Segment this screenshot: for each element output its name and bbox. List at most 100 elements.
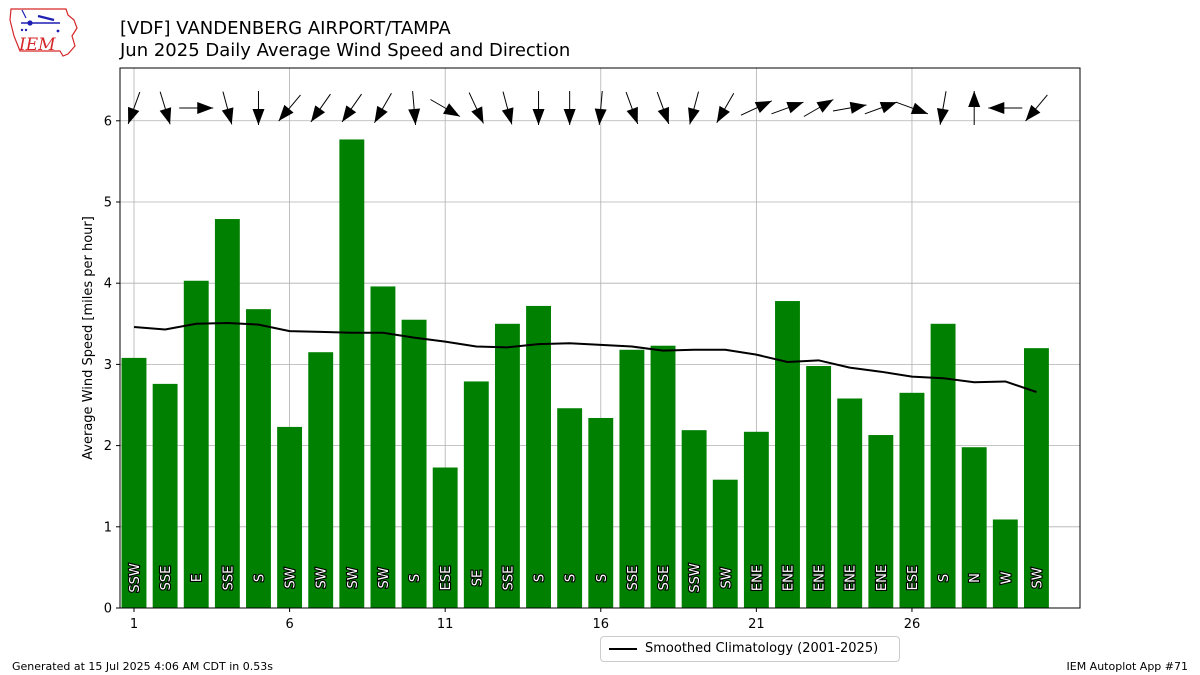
- speed-bar: [961, 447, 987, 608]
- wind-arrow: [936, 91, 949, 125]
- direction-label: SSE: [657, 566, 672, 591]
- wind-arrow: [221, 91, 234, 125]
- speed-bars: [121, 139, 1049, 608]
- speed-bar: [806, 366, 832, 608]
- direction-label: ESE: [906, 566, 921, 591]
- y-tick-label: 0: [104, 602, 112, 617]
- speed-bar: [401, 319, 427, 608]
- wind-arrow: [803, 99, 834, 117]
- direction-label: ENE: [875, 565, 890, 591]
- y-tick-label: 1: [104, 520, 112, 535]
- wind-arrow: [408, 91, 421, 125]
- wind-arrow: [832, 101, 867, 114]
- direction-label: SW: [284, 567, 299, 588]
- speed-bar: [681, 430, 707, 608]
- speed-bar: [277, 426, 303, 608]
- speed-bar: [930, 323, 956, 608]
- speed-bar: [992, 519, 1018, 608]
- wind-arrow: [127, 91, 141, 125]
- speed-bar: [370, 286, 396, 608]
- direction-label: SW: [346, 567, 361, 588]
- wind-arrow: [688, 91, 700, 125]
- chart-legend: Smoothed Climatology (2001-2025): [600, 636, 900, 662]
- wind-arrow: [716, 93, 735, 123]
- speed-bar: [494, 323, 520, 608]
- wind-arrow: [988, 102, 1023, 114]
- app-credit: IEM Autoplot App #71: [1066, 660, 1189, 673]
- speed-bar: [308, 352, 334, 608]
- direction-arrows: [127, 91, 1048, 125]
- wind-arrow: [563, 91, 576, 125]
- direction-label: SW: [1030, 567, 1045, 588]
- direction-label: ENE: [781, 565, 796, 591]
- wind-arrow: [501, 91, 514, 125]
- chart-title: [VDF] VANDENBERG AIRPORT/TAMPA: [120, 18, 451, 39]
- y-tick-label: 4: [104, 277, 112, 292]
- direction-label: N: [968, 573, 983, 583]
- wind-arrow: [468, 92, 484, 124]
- speed-bar: [868, 435, 894, 608]
- wind-arrow: [968, 91, 981, 125]
- speed-bar: [526, 305, 551, 608]
- y-tick-label: 2: [104, 439, 112, 454]
- speed-bar: [588, 417, 614, 608]
- wind-arrow: [740, 100, 772, 116]
- wind-arrow: [278, 94, 301, 122]
- direction-label: SW: [719, 567, 734, 588]
- y-axis-label: Average Wind Speed [miles per hour]: [81, 216, 96, 460]
- wind-arrow: [179, 102, 214, 114]
- legend-line-swatch: [609, 648, 637, 650]
- direction-label: ENE: [813, 565, 828, 591]
- wind-arrow: [532, 91, 545, 125]
- direction-label: S: [252, 574, 267, 582]
- wind-arrow: [895, 101, 929, 115]
- direction-label: SSW: [128, 563, 143, 593]
- direction-label: SW: [315, 567, 330, 588]
- wind-arrow: [341, 93, 362, 123]
- speed-bar: [557, 408, 583, 608]
- speed-bar: [712, 479, 738, 608]
- direction-label: S: [564, 574, 579, 582]
- direction-label: SSE: [501, 566, 516, 591]
- generated-timestamp: Generated at 15 Jul 2025 4:06 AM CDT in …: [12, 660, 273, 673]
- wind-arrow: [1025, 94, 1048, 122]
- wind-arrow: [594, 91, 607, 125]
- wind-arrow: [771, 101, 804, 115]
- legend-label: Smoothed Climatology (2001-2025): [645, 641, 879, 656]
- speed-bar: [432, 467, 458, 608]
- direction-label: ESE: [439, 566, 454, 591]
- climatology-line: [133, 321, 1037, 393]
- direction-label: SSE: [159, 566, 174, 591]
- direction-label: S: [533, 574, 548, 582]
- direction-labels: SSW SSE E SSE S SW SW SW SW S ESE SE SSE S S S SSE SSE SSW…: [127, 562, 1047, 594]
- wind-arrow: [252, 91, 265, 125]
- wind-arrow: [625, 91, 639, 125]
- y-tick-label: 3: [104, 358, 112, 373]
- y-tick-label: 6: [104, 114, 112, 129]
- speed-bar: [246, 309, 271, 608]
- x-tick-label: 21: [748, 617, 765, 632]
- speed-bar: [121, 357, 147, 608]
- direction-label: ENE: [750, 565, 765, 591]
- direction-label: SSE: [626, 566, 641, 591]
- climatology-line-layer: [133, 321, 1037, 393]
- x-tick-label: 11: [437, 617, 454, 632]
- x-tick-label: 6: [285, 617, 293, 632]
- iem-logo-text: IEM: [18, 35, 56, 55]
- speed-bar: [899, 392, 925, 608]
- direction-label: S: [595, 574, 610, 582]
- wind-arrow: [656, 91, 670, 125]
- direction-label: S: [937, 574, 952, 582]
- chart-subtitle: Jun 2025 Daily Average Wind Speed and Di…: [120, 40, 571, 61]
- speed-bar: [152, 383, 178, 608]
- x-tick-label: 26: [904, 617, 921, 632]
- iem-logo: IEM: [9, 8, 78, 57]
- x-tick-label: 1: [130, 617, 138, 632]
- wind-arrow: [159, 91, 172, 125]
- y-tick-label: 5: [104, 195, 112, 210]
- wind-arrow: [430, 99, 461, 117]
- speed-bar: [650, 345, 676, 608]
- direction-label: ENE: [844, 565, 859, 591]
